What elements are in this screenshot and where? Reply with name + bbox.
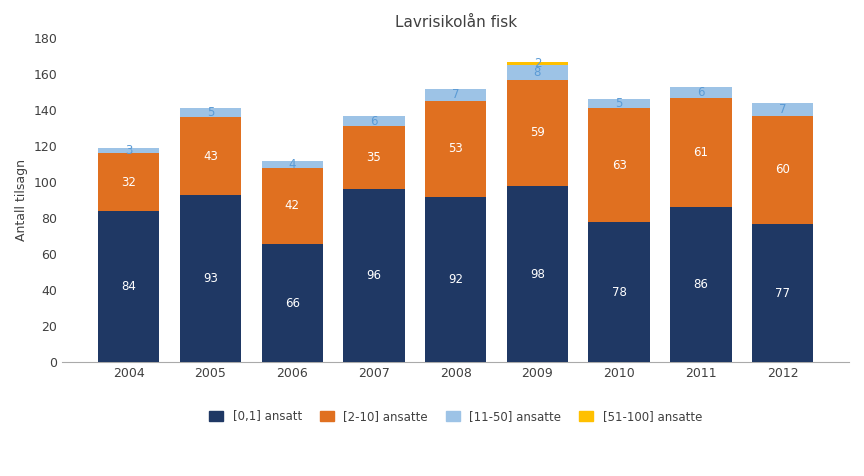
Text: 66: 66 (284, 297, 300, 309)
Text: 8: 8 (534, 66, 541, 79)
Bar (98, 211, 159, 362)
Bar (343, 189, 404, 362)
Text: 7: 7 (452, 89, 460, 101)
Bar (752, 224, 813, 362)
Bar (262, 168, 323, 244)
Text: 7: 7 (778, 103, 786, 116)
Text: 43: 43 (203, 149, 218, 163)
Text: 42: 42 (284, 199, 300, 212)
Text: 53: 53 (448, 142, 463, 156)
Text: 59: 59 (530, 126, 545, 139)
Bar (670, 87, 732, 98)
Text: 4: 4 (289, 158, 296, 171)
Title: Lavrisikolån fisk: Lavrisikolån fisk (395, 15, 517, 30)
Y-axis label: Antall tilsagn: Antall tilsagn (15, 159, 28, 241)
Bar (506, 186, 568, 362)
Bar (425, 101, 486, 197)
Bar (180, 195, 241, 362)
Bar (588, 109, 650, 222)
Bar (98, 148, 159, 153)
Text: 5: 5 (615, 98, 623, 110)
Bar (262, 160, 323, 168)
Bar (670, 98, 732, 208)
Text: 77: 77 (775, 287, 790, 299)
Text: 92: 92 (448, 273, 463, 286)
Text: 35: 35 (366, 151, 381, 164)
Bar (425, 197, 486, 362)
Bar (506, 79, 568, 186)
Text: 78: 78 (612, 286, 626, 299)
Text: 98: 98 (530, 268, 545, 281)
Text: 5: 5 (206, 107, 214, 119)
Bar (752, 116, 813, 224)
Text: 63: 63 (612, 159, 626, 172)
Text: 32: 32 (121, 176, 137, 189)
Bar (425, 89, 486, 101)
Bar (670, 208, 732, 362)
Bar (588, 222, 650, 362)
Bar (180, 118, 241, 195)
Bar (343, 116, 404, 127)
Text: 86: 86 (694, 278, 708, 291)
Text: 3: 3 (125, 144, 132, 157)
Bar (343, 127, 404, 189)
Text: 60: 60 (775, 163, 790, 176)
Bar (506, 61, 568, 65)
Text: 84: 84 (121, 280, 137, 293)
Bar (506, 65, 568, 79)
Bar (588, 99, 650, 109)
Text: 96: 96 (366, 269, 381, 282)
Bar (262, 244, 323, 362)
Text: 2: 2 (534, 57, 541, 70)
Legend: [0,1] ansatt, [2-10] ansatte, [11-50] ansatte, [51-100] ansatte: [0,1] ansatt, [2-10] ansatte, [11-50] an… (205, 406, 707, 428)
Text: 61: 61 (693, 146, 708, 159)
Text: 6: 6 (370, 115, 378, 128)
Text: 6: 6 (697, 86, 705, 99)
Text: 93: 93 (203, 272, 218, 285)
Bar (752, 103, 813, 116)
Bar (180, 109, 241, 118)
Bar (98, 153, 159, 211)
